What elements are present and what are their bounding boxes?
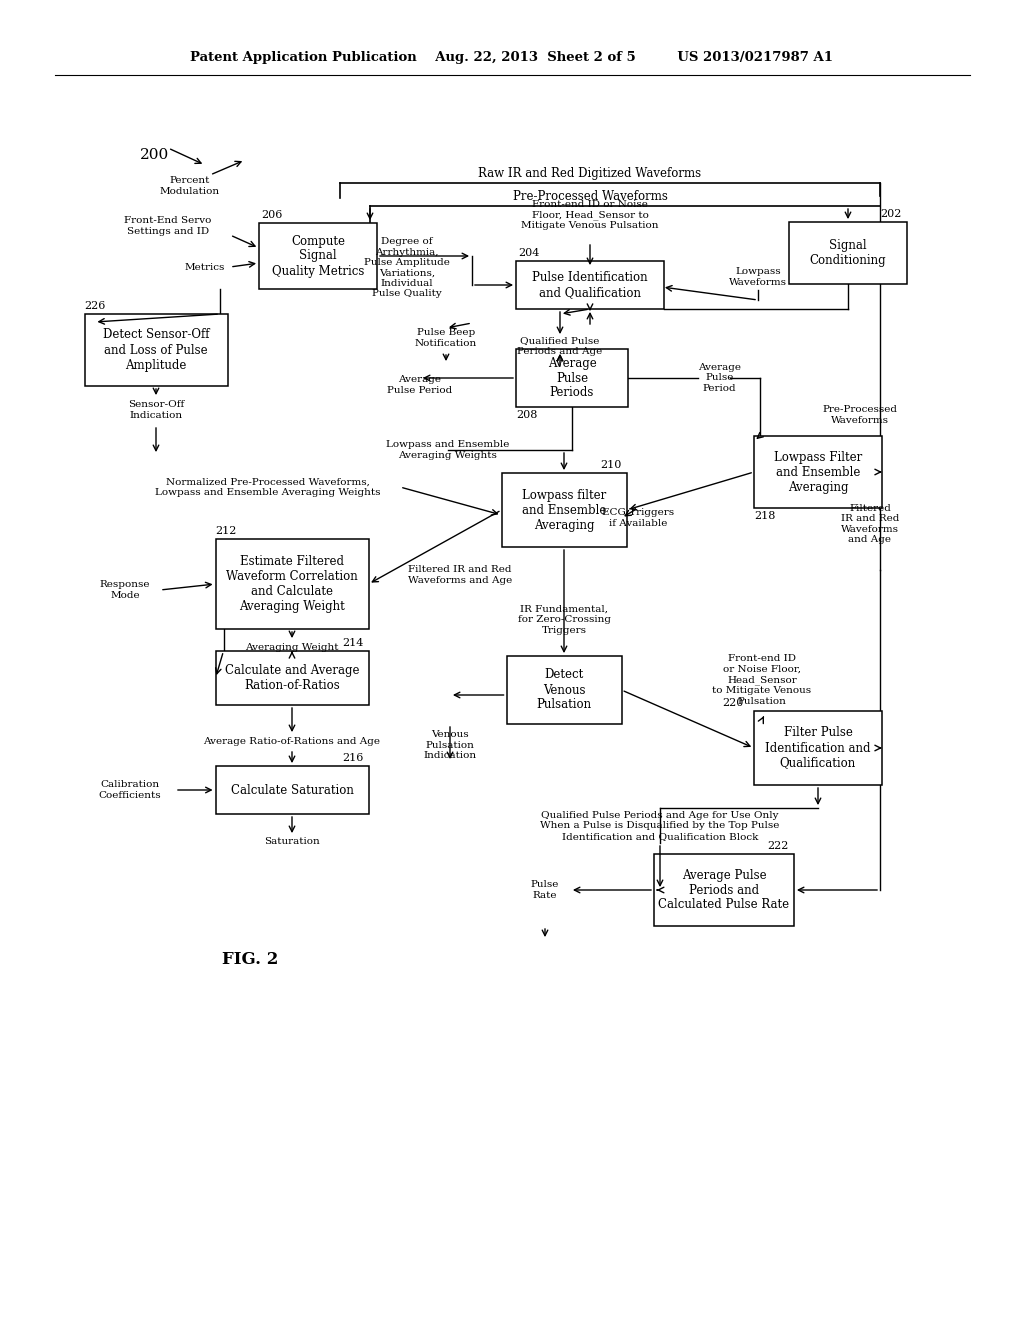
Text: Average Ratio-of-Rations and Age: Average Ratio-of-Rations and Age <box>204 738 381 747</box>
Text: IR Fundamental,
for Zero-Crossing
Triggers: IR Fundamental, for Zero-Crossing Trigge… <box>517 605 610 635</box>
Text: ECG Triggers
if Available: ECG Triggers if Available <box>602 508 674 528</box>
Text: Average
Pulse
Period: Average Pulse Period <box>698 363 741 393</box>
Text: 216: 216 <box>342 752 364 763</box>
Text: Average Pulse
Periods and
Calculated Pulse Rate: Average Pulse Periods and Calculated Pul… <box>658 869 790 912</box>
Text: Raw IR and Red Digitized Waveforms: Raw IR and Red Digitized Waveforms <box>478 166 701 180</box>
Text: Pre-Processed
Waveforms: Pre-Processed Waveforms <box>822 405 897 425</box>
Text: Compute
Signal
Quality Metrics: Compute Signal Quality Metrics <box>271 235 365 277</box>
Text: Qualified Pulse Periods and Age for Use Only
When a Pulse is Disqualified by the: Qualified Pulse Periods and Age for Use … <box>541 810 779 841</box>
Text: Lowpass filter
and Ensemble
Averaging: Lowpass filter and Ensemble Averaging <box>522 488 606 532</box>
Text: Sensor-Off
Indication: Sensor-Off Indication <box>128 400 184 420</box>
Bar <box>790 222 907 284</box>
Text: Pulse Identification
and Qualification: Pulse Identification and Qualification <box>532 271 648 300</box>
Text: 206: 206 <box>261 210 283 220</box>
Text: Front-end ID
or Noise Floor,
Head_Sensor
to Mitigate Venous
Pulsation: Front-end ID or Noise Floor, Head_Sensor… <box>713 655 812 706</box>
Bar <box>215 651 369 705</box>
Text: 212: 212 <box>215 525 237 536</box>
Bar <box>215 766 369 814</box>
Text: 200: 200 <box>140 148 169 162</box>
Bar <box>516 348 628 407</box>
Text: Calibration
Coefficients: Calibration Coefficients <box>98 780 162 800</box>
Bar <box>507 656 622 723</box>
Bar <box>516 261 664 309</box>
Bar <box>215 539 369 630</box>
Text: Patent Application Publication    Aug. 22, 2013  Sheet 2 of 5         US 2013/02: Patent Application Publication Aug. 22, … <box>190 51 834 65</box>
Text: Average
Pulse Period: Average Pulse Period <box>387 375 453 395</box>
Text: Lowpass
Waveforms: Lowpass Waveforms <box>729 267 787 286</box>
Text: Filtered IR and Red
Waveforms and Age: Filtered IR and Red Waveforms and Age <box>408 565 512 585</box>
Text: Signal
Conditioning: Signal Conditioning <box>810 239 887 267</box>
Text: Pulse
Rate: Pulse Rate <box>530 880 559 900</box>
Text: Metrics: Metrics <box>184 263 225 272</box>
Text: Front-end ID or Noise
Floor, Head_Sensor to
Mitigate Venous Pulsation: Front-end ID or Noise Floor, Head_Sensor… <box>521 199 658 230</box>
Bar <box>502 473 627 546</box>
Text: Detect
Venous
Pulsation: Detect Venous Pulsation <box>537 668 592 711</box>
Text: 208: 208 <box>516 411 538 420</box>
Text: 214: 214 <box>342 638 364 648</box>
Text: Calculate Saturation: Calculate Saturation <box>230 784 353 796</box>
Text: 210: 210 <box>600 459 622 470</box>
Text: Pre-Processed Waveforms: Pre-Processed Waveforms <box>513 190 668 202</box>
Text: Percent
Modulation: Percent Modulation <box>160 177 220 195</box>
Text: Normalized Pre-Processed Waveforms,
Lowpass and Ensemble Averaging Weights: Normalized Pre-Processed Waveforms, Lowp… <box>156 478 381 496</box>
Text: 202: 202 <box>881 209 902 219</box>
Text: 220: 220 <box>723 698 744 708</box>
Text: Average
Pulse
Periods: Average Pulse Periods <box>548 356 596 400</box>
Text: Saturation: Saturation <box>264 837 319 846</box>
Text: Qualified Pulse
Periods and Age: Qualified Pulse Periods and Age <box>517 337 603 355</box>
Text: Response
Mode: Response Mode <box>99 581 151 599</box>
Bar <box>754 436 882 508</box>
Text: Detect Sensor-Off
and Loss of Pulse
Amplitude: Detect Sensor-Off and Loss of Pulse Ampl… <box>102 329 209 371</box>
Text: Front-End Servo
Settings and ID: Front-End Servo Settings and ID <box>124 216 212 236</box>
Text: FIG. 2: FIG. 2 <box>222 952 279 969</box>
Text: Averaging Weight: Averaging Weight <box>246 644 339 652</box>
Bar <box>754 711 882 785</box>
Text: Estimate Filtered
Waveform Correlation
and Calculate
Averaging Weight: Estimate Filtered Waveform Correlation a… <box>226 554 357 612</box>
Bar <box>259 223 377 289</box>
Text: Lowpass Filter
and Ensemble
Averaging: Lowpass Filter and Ensemble Averaging <box>774 450 862 494</box>
Bar <box>654 854 794 927</box>
Text: Lowpass and Ensemble
Averaging Weights: Lowpass and Ensemble Averaging Weights <box>386 441 510 459</box>
Text: Venous
Pulsation
Indication: Venous Pulsation Indication <box>424 730 476 760</box>
Text: Calculate and Average
Ration-of-Ratios: Calculate and Average Ration-of-Ratios <box>224 664 359 692</box>
Text: 222: 222 <box>768 841 790 851</box>
Text: Filter Pulse
Identification and
Qualification: Filter Pulse Identification and Qualific… <box>765 726 870 770</box>
Text: Filtered
IR and Red
Waveforms
and Age: Filtered IR and Red Waveforms and Age <box>841 504 899 544</box>
Text: Pulse Beep
Notification: Pulse Beep Notification <box>415 329 477 347</box>
Text: 204: 204 <box>518 248 540 257</box>
Bar <box>85 314 227 385</box>
Text: Degree of
Arrhythmia,
Pulse Amplitude
Variations,
Individual
Pulse Quality: Degree of Arrhythmia, Pulse Amplitude Va… <box>365 238 450 298</box>
Text: 226: 226 <box>85 301 105 312</box>
Text: 218: 218 <box>754 511 775 521</box>
